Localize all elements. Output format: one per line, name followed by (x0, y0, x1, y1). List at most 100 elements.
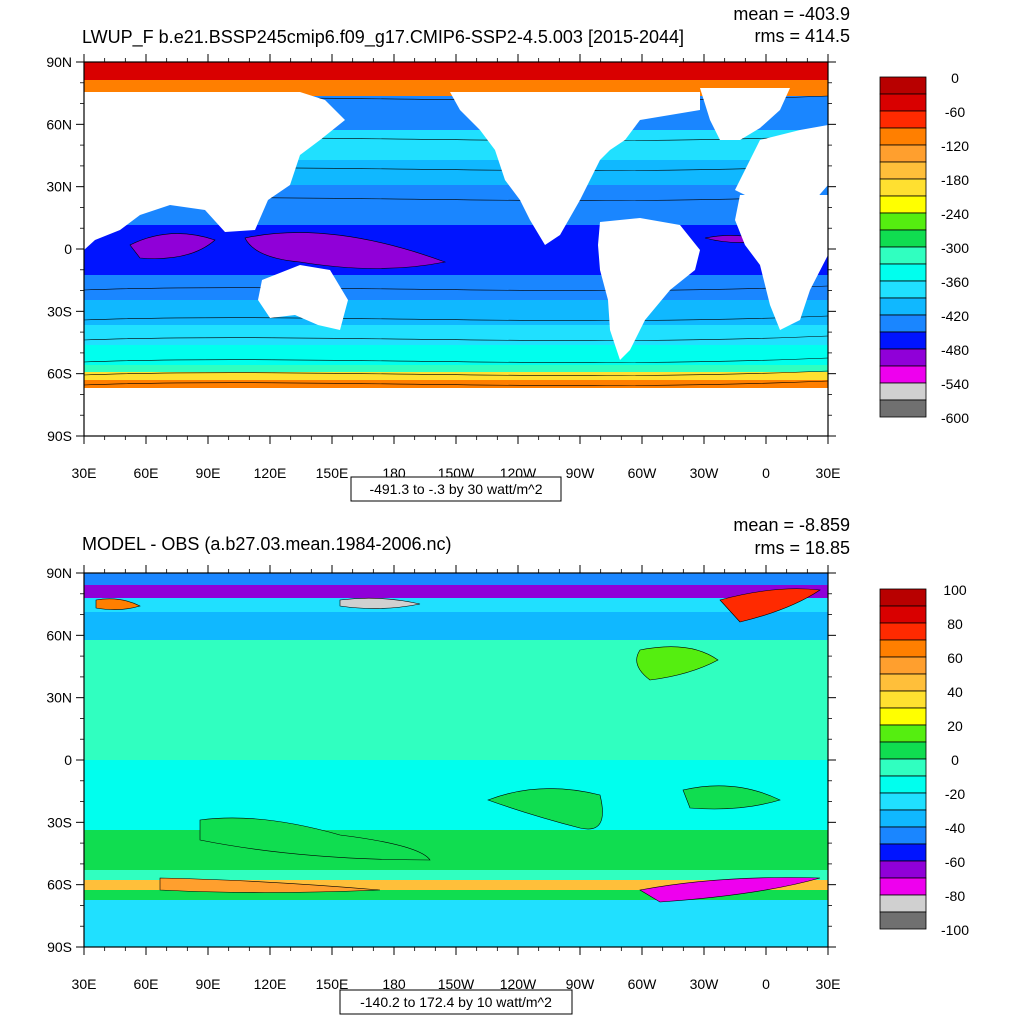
contour-band (84, 365, 828, 373)
colorbar-label: -60 (945, 854, 965, 870)
mean-stat: mean = -403.9 (733, 4, 850, 24)
anomaly-region (339, 597, 421, 609)
contour-info-label: -491.3 to -.3 by 30 watt/m^2 (369, 481, 542, 497)
colorbar-swatch (879, 348, 927, 367)
latitude-label: 30S (47, 303, 72, 319)
longitude-label: 120E (254, 465, 287, 481)
contour-band (84, 300, 828, 326)
colorbar-swatch (879, 911, 927, 930)
colorbar-label: 40 (947, 684, 963, 700)
mean-stat: mean = -8.859 (733, 515, 850, 535)
rms-stat: rms = 414.5 (754, 26, 850, 46)
anomaly-region (719, 588, 821, 623)
longitude-label: 0 (762, 976, 770, 992)
colorbar-swatch (879, 178, 927, 197)
anomaly-region (682, 785, 781, 810)
contour-band (84, 275, 828, 301)
longitude-label: 90W (566, 465, 596, 481)
latitude-label: 30N (46, 690, 72, 706)
colorbar-label: -100 (941, 922, 969, 938)
colorbar-label: -420 (941, 308, 969, 324)
colorbar-swatch (879, 161, 927, 180)
longitude-label: 60W (628, 465, 658, 481)
anomaly-region (95, 598, 141, 610)
longitude-label: 60E (134, 465, 159, 481)
latitude-label: 30S (47, 814, 72, 830)
contour-band (84, 325, 828, 346)
longitude-label: 90E (196, 976, 221, 992)
colorbar-swatch (879, 809, 927, 828)
colorbar-swatch (879, 263, 927, 282)
colorbar-swatch (879, 826, 927, 845)
anomaly-region (636, 646, 719, 681)
colorbar: 0 -60 -120 -180 -240 -300 -360 -420 -480 -540 -600 (879, 70, 969, 426)
colorbar-swatch (879, 622, 927, 641)
contour-info-label: -140.2 to 172.4 by 10 watt/m^2 (360, 994, 552, 1010)
anomaly-region (159, 877, 381, 893)
colorbar-swatch (879, 127, 927, 146)
colorbar-label: -240 (941, 206, 969, 222)
contour-band (84, 62, 828, 81)
latitude-label: 90S (47, 428, 72, 444)
colorbar-swatch (879, 894, 927, 913)
contour-band (84, 345, 828, 366)
latitude-label: 60S (47, 877, 72, 893)
colorbar-label: -60 (945, 104, 965, 120)
colorbar-label: -80 (945, 888, 965, 904)
colorbar-label: 100 (943, 582, 967, 598)
longitude-label: 180 (382, 976, 406, 992)
longitude-label: 150W (438, 976, 475, 992)
longitude-label: 120W (500, 976, 537, 992)
panel-title: MODEL - OBS (a.b27.03.mean.1984-2006.nc) (82, 534, 452, 554)
contour-band (84, 585, 828, 599)
colorbar-swatch (879, 724, 927, 743)
colorbar-label: 0 (951, 70, 959, 86)
colorbar-swatch (879, 758, 927, 777)
colorbar-swatch (879, 297, 927, 316)
contour-band (84, 640, 828, 701)
colorbar-label: 0 (951, 752, 959, 768)
colorbar: 100 80 60 40 20 0 -20 -40 -60 -80 -100 (879, 582, 969, 938)
latitude-label: 0 (64, 241, 72, 257)
colorbar-swatch (879, 843, 927, 862)
colorbar-swatch (879, 673, 927, 692)
contour-line (84, 380, 828, 386)
colorbar-swatch (879, 775, 927, 794)
latitude-label: 90N (46, 565, 72, 581)
colorbar-swatch (879, 212, 927, 231)
longitude-label: 120E (254, 976, 287, 992)
colorbar-swatch (879, 860, 927, 879)
contour-band (84, 225, 828, 276)
colorbar-swatch (879, 605, 927, 624)
colorbar-swatch (879, 656, 927, 675)
colorbar-label: -480 (941, 342, 969, 358)
latitude-label: 90S (47, 939, 72, 955)
anomaly-region (487, 788, 603, 830)
rms-stat: rms = 18.85 (754, 538, 850, 558)
colorbar-swatch (879, 229, 927, 248)
colorbar-swatch (879, 588, 927, 607)
contour-line (84, 357, 828, 363)
colorbar-label: -180 (941, 172, 969, 188)
latitude-label: 60S (47, 366, 72, 382)
contour-field (84, 573, 828, 947)
longitude-label: 30W (690, 976, 720, 992)
warm-pool-region (244, 232, 447, 269)
longitude-label: 60W (628, 976, 658, 992)
colorbar-swatch (879, 314, 927, 333)
colorbar-swatch (879, 877, 927, 896)
latitude-label: 60N (46, 627, 72, 643)
colorbar-swatch (879, 280, 927, 299)
contour-band (84, 372, 828, 381)
latitude-label: 60N (46, 116, 72, 132)
contour-info-box (350, 476, 562, 502)
colorbar-label: -600 (941, 410, 969, 426)
contour-line (84, 285, 828, 291)
colorbar-swatch (879, 331, 927, 350)
longitude-label: 30E (72, 465, 97, 481)
colorbar-swatch (879, 792, 927, 811)
contour-band (84, 700, 828, 761)
longitude-label: 90E (196, 465, 221, 481)
